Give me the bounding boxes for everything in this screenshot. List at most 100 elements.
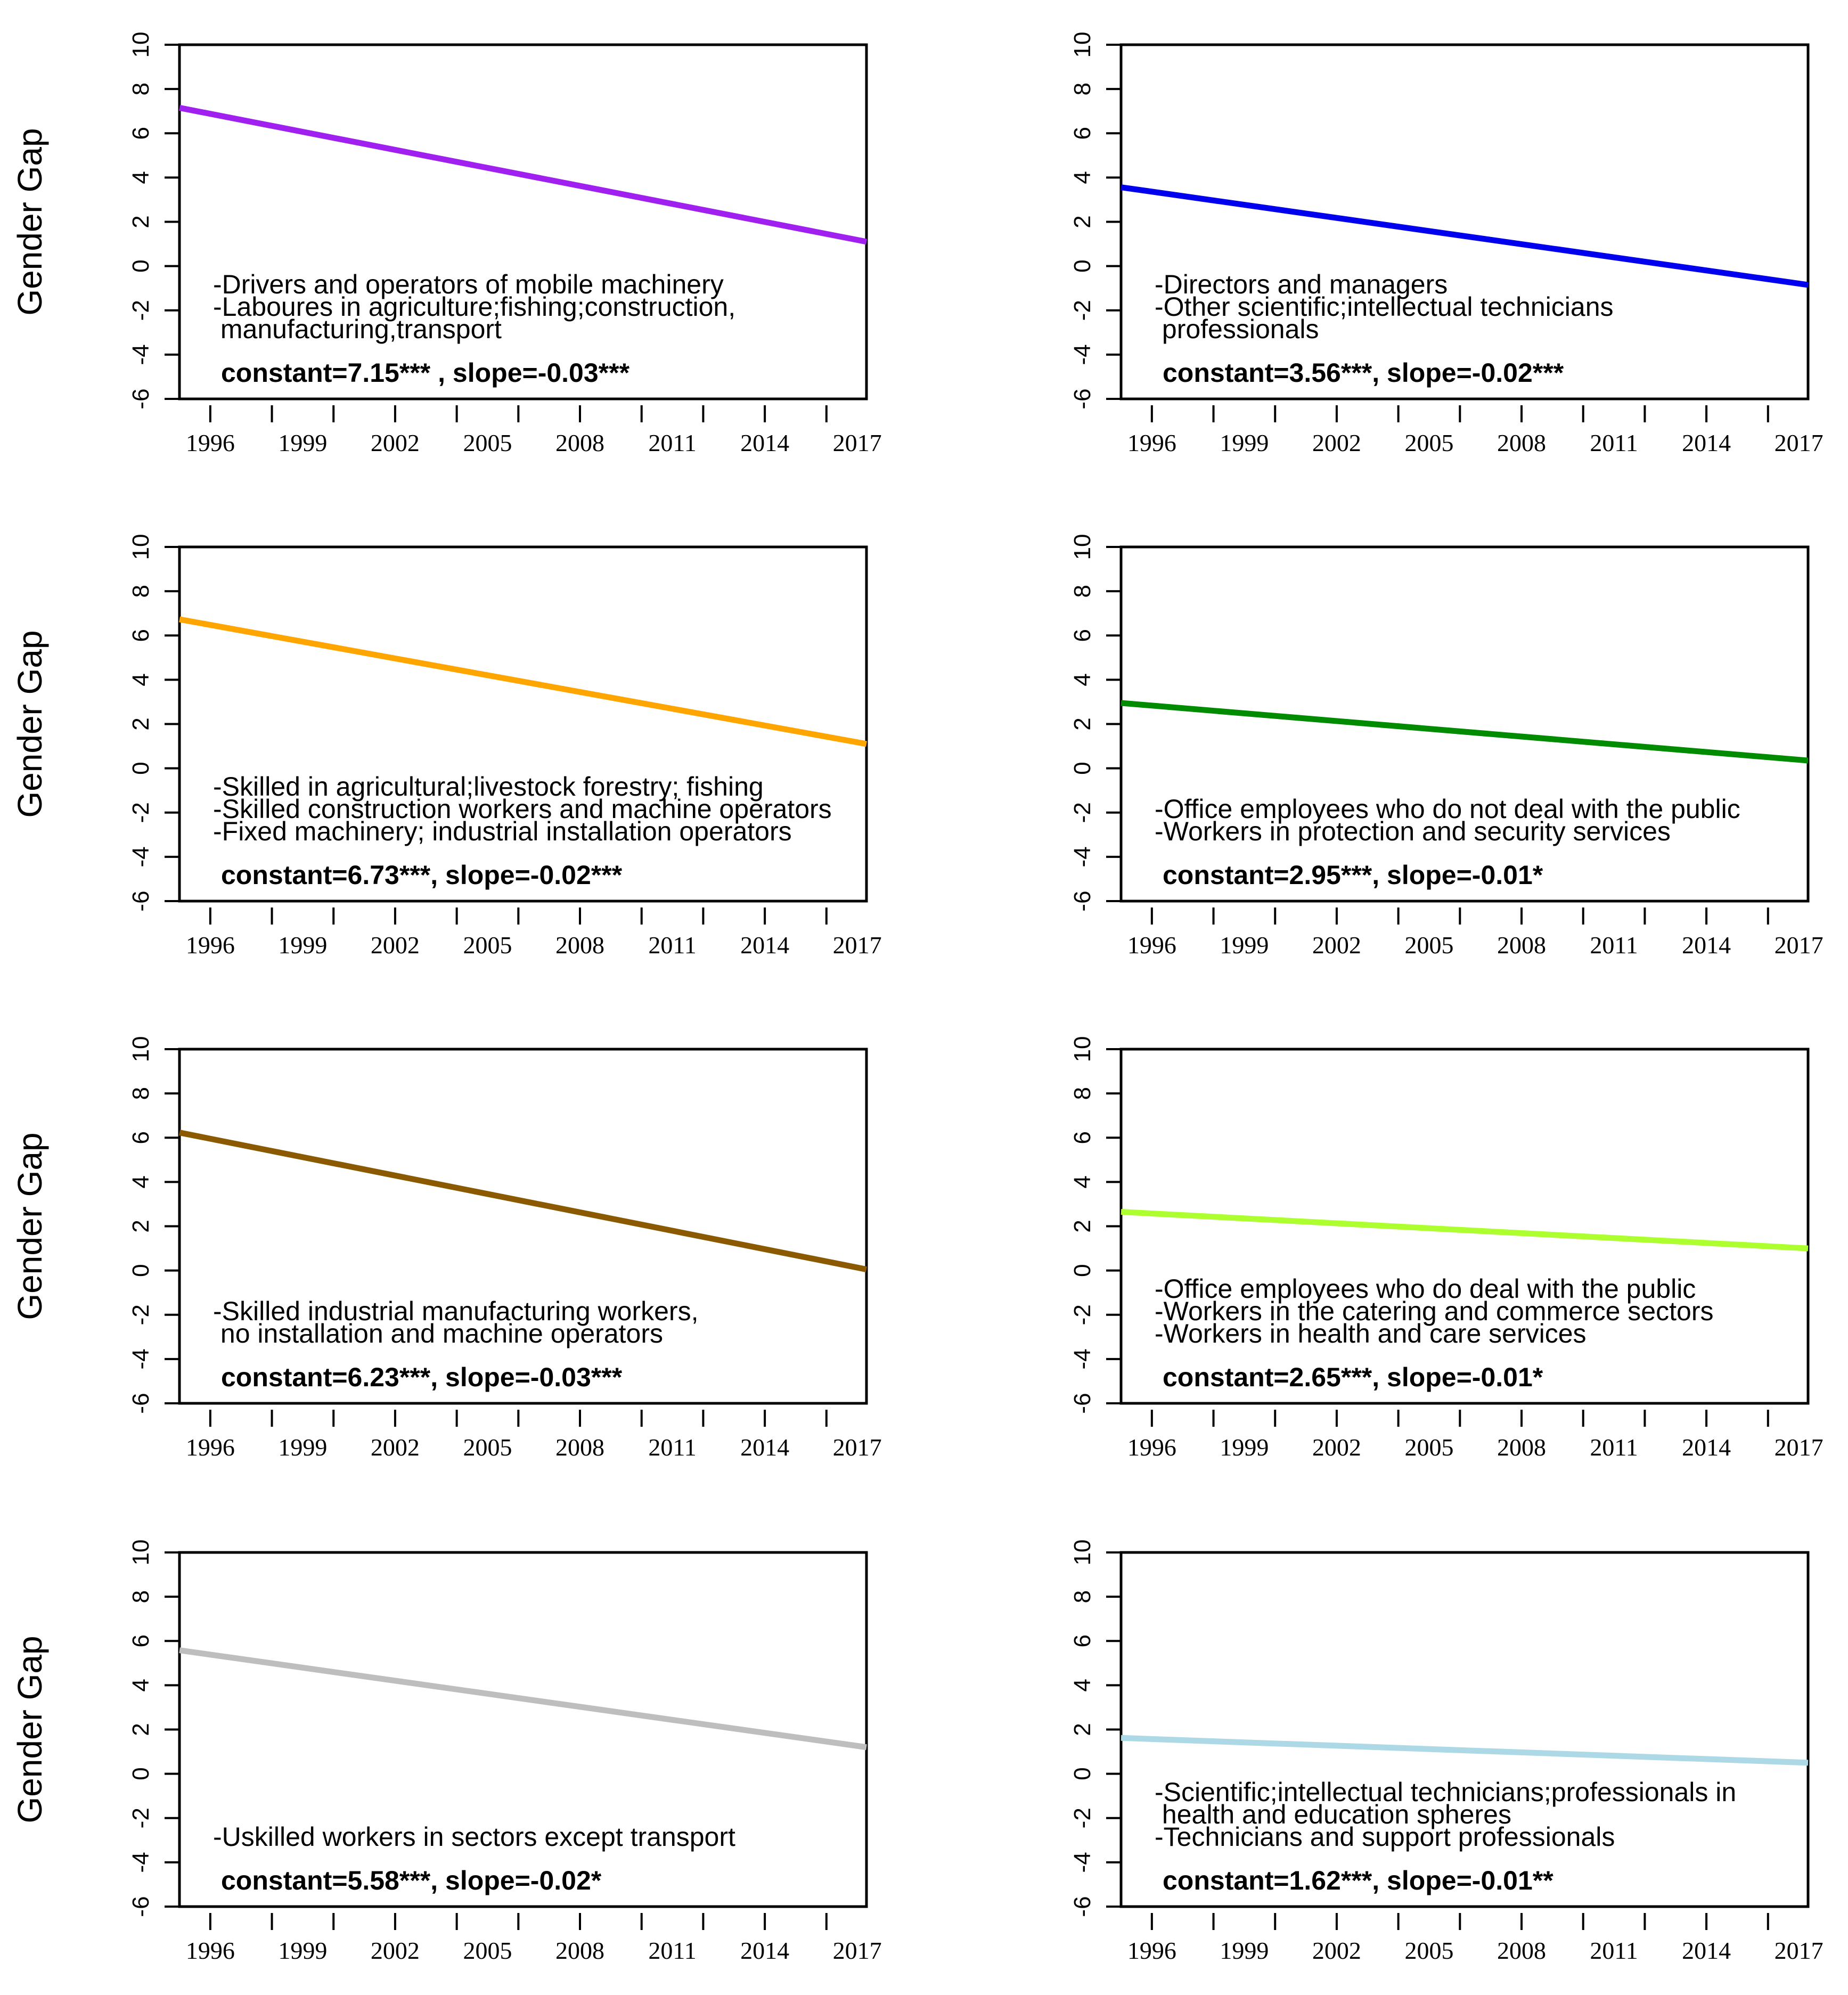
x-tick-label: 2017 bbox=[1775, 931, 1824, 959]
x-tick-label: 1999 bbox=[1220, 931, 1269, 959]
y-tick-label: 0 bbox=[128, 762, 154, 774]
x-tick-label: 2008 bbox=[555, 429, 604, 456]
y-tick-label: -6 bbox=[1069, 1393, 1095, 1413]
x-tick-label: 2011 bbox=[1590, 1937, 1638, 1964]
trend-line bbox=[178, 105, 868, 245]
y-tick-label: 8 bbox=[128, 1087, 154, 1100]
chart-panel-5: 10 8 6 4 2 0 -2 -4 -6 1996 1999 2002 2005 2008 2011 201… bbox=[11, 1036, 882, 1461]
chart-panel-7: 10 8 6 4 2 0 -2 -4 -6 1996 1999 2002 2005 2008 2011 201… bbox=[11, 1540, 882, 1964]
x-tick-label: 2008 bbox=[1497, 429, 1546, 456]
y-tick-label: 10 bbox=[128, 32, 154, 58]
y-tick-label: 4 bbox=[1069, 171, 1095, 184]
trend-line bbox=[178, 1130, 868, 1272]
y-tick-label: -2 bbox=[128, 802, 154, 823]
x-tick-label: 1996 bbox=[1127, 429, 1176, 456]
y-tick-label: 8 bbox=[128, 83, 154, 95]
y-tick-label: 4 bbox=[128, 673, 154, 686]
y-tick-label: 10 bbox=[128, 1540, 154, 1566]
x-tick-label: 2011 bbox=[648, 1434, 696, 1461]
annotation-text: -Skilled in agricultural;livestock fores… bbox=[213, 772, 764, 802]
trend-line bbox=[179, 616, 867, 747]
chart-panel-2: 10 8 6 4 2 0 -2 -4 -6 1996 1999 2002 2005 2008 2011 201… bbox=[1069, 32, 1824, 456]
x-tick-label: 2002 bbox=[1312, 931, 1361, 959]
y-tick-label: 8 bbox=[1069, 83, 1095, 95]
y-tick-label: 0 bbox=[1069, 762, 1095, 774]
y-tick-label: 0 bbox=[1069, 259, 1095, 272]
y-tick-label: -2 bbox=[128, 1808, 154, 1828]
y-axis-title: Gender Gap bbox=[11, 630, 49, 817]
x-tick-label: 1999 bbox=[278, 1937, 327, 1964]
y-tick-label: 6 bbox=[128, 127, 154, 140]
y-tick-label: 6 bbox=[128, 629, 154, 642]
x-tick-label: 2011 bbox=[1590, 1434, 1638, 1461]
y-axis-title: Gender Gap bbox=[11, 1132, 49, 1320]
x-tick-label: 2002 bbox=[371, 931, 420, 959]
x-tick-label: 2002 bbox=[371, 1937, 420, 1964]
y-tick-label: 10 bbox=[1069, 32, 1095, 58]
x-tick-label: 2002 bbox=[1312, 1434, 1361, 1461]
y-tick-label: 4 bbox=[1069, 673, 1095, 686]
y-tick-label: -6 bbox=[128, 388, 154, 409]
y-tick-label: -4 bbox=[1069, 1348, 1095, 1369]
x-tick-label: 1999 bbox=[278, 429, 327, 456]
y-tick-label: 2 bbox=[128, 717, 154, 730]
x-tick-label: 1999 bbox=[1220, 429, 1269, 456]
annotation-text: -Workers in health and care services bbox=[1155, 1319, 1587, 1348]
x-tick-label: 2014 bbox=[740, 1937, 789, 1964]
x-tick-label: 2011 bbox=[1590, 931, 1638, 959]
chart-panel-1: 10 8 6 4 2 0 -2 -4 -6 1996 1999 2002 2005 2008 2011 201… bbox=[11, 32, 882, 456]
x-tick-label: 2017 bbox=[833, 1937, 882, 1964]
y-tick-label: -4 bbox=[128, 344, 154, 365]
x-tick-label: 1996 bbox=[186, 931, 235, 959]
y-tick-label: 8 bbox=[1069, 585, 1095, 598]
y-tick-label: 4 bbox=[1069, 1679, 1095, 1691]
x-tick-label: 2011 bbox=[648, 429, 696, 456]
y-tick-label: 10 bbox=[128, 1036, 154, 1062]
y-tick-label: 8 bbox=[128, 585, 154, 598]
x-tick-label: 2014 bbox=[1682, 429, 1731, 456]
stats-text: constant=6.73***, slope=-0.02*** bbox=[221, 860, 623, 890]
x-tick-label: 2014 bbox=[740, 931, 789, 959]
y-tick-label: -2 bbox=[128, 1304, 154, 1325]
annotation-text: -Scientific;intellectual technicians;pro… bbox=[1155, 1777, 1736, 1807]
y-tick-label: 4 bbox=[128, 171, 154, 184]
y-tick-label: -4 bbox=[128, 1348, 154, 1369]
y-tick-label: -6 bbox=[1069, 890, 1095, 911]
y-tick-label: 6 bbox=[1069, 127, 1095, 140]
stats-text: constant=2.65***, slope=-0.01* bbox=[1163, 1362, 1543, 1392]
annotation-text: -Workers in protection and security serv… bbox=[1155, 816, 1671, 846]
y-tick-label: -2 bbox=[1069, 802, 1095, 823]
y-tick-label: 2 bbox=[1069, 1220, 1095, 1232]
x-tick-label: 2002 bbox=[371, 429, 420, 456]
plot-frame bbox=[178, 1551, 868, 1908]
stats-text: constant=3.56***, slope=-0.02*** bbox=[1163, 358, 1564, 388]
annotation-text: -Skilled construction workers and machin… bbox=[213, 794, 832, 824]
y-tick-label: 0 bbox=[1069, 1767, 1095, 1780]
plot-frame bbox=[1119, 545, 1810, 903]
annotation-text: -Skilled industrial manufacturing worker… bbox=[213, 1296, 698, 1326]
y-tick-label: -4 bbox=[1069, 1852, 1095, 1873]
plot-frame bbox=[1119, 1551, 1810, 1908]
y-tick-label: 0 bbox=[128, 259, 154, 272]
annotation-text: -Drivers and operators of mobile machine… bbox=[213, 269, 724, 299]
x-tick-label: 1996 bbox=[186, 429, 235, 456]
y-tick-label: 6 bbox=[1069, 629, 1095, 642]
x-tick-label: 1996 bbox=[1127, 931, 1176, 959]
x-tick-label: 2002 bbox=[371, 1434, 420, 1461]
y-tick-label: 0 bbox=[128, 1264, 154, 1277]
y-tick-label: 4 bbox=[1069, 1175, 1095, 1188]
x-tick-label: 2008 bbox=[555, 1434, 604, 1461]
stats-text: constant=2.95***, slope=-0.01* bbox=[1163, 860, 1543, 890]
y-tick-label: 2 bbox=[128, 215, 154, 228]
y-axis-title: Gender Gap bbox=[11, 1636, 49, 1823]
x-tick-label: 2005 bbox=[1404, 1434, 1453, 1461]
x-tick-label: 1996 bbox=[1127, 1937, 1176, 1964]
y-tick-label: -6 bbox=[128, 1896, 154, 1917]
annotation-text: -Directors and managers bbox=[1155, 269, 1448, 299]
y-tick-label: 0 bbox=[1069, 1264, 1095, 1277]
trend-line bbox=[1121, 184, 1809, 288]
y-tick-label: 10 bbox=[1069, 1540, 1095, 1566]
x-tick-label: 2005 bbox=[1404, 931, 1453, 959]
x-tick-label: 2008 bbox=[1497, 1434, 1546, 1461]
